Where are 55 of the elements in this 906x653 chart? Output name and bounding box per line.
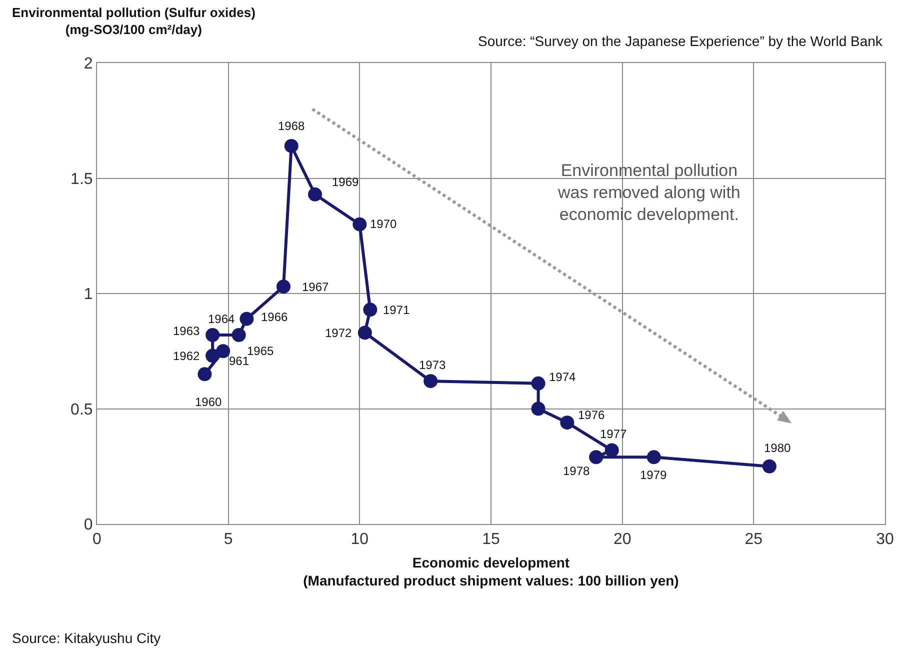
x-tick-label: 15 [482, 531, 500, 548]
annotation: 1965 [247, 344, 274, 358]
source-note: Source: Kitakyushu City [12, 630, 161, 646]
point [216, 344, 230, 358]
annotation: 1978 [563, 464, 590, 478]
point [604, 443, 619, 458]
point [232, 328, 246, 342]
annotation: 1964 [208, 312, 236, 326]
annotation: 1968 [278, 119, 306, 133]
annotation: 1966 [261, 310, 288, 324]
source-note: Source: “Survey on the Japanese Experience” by the World Bank [478, 33, 884, 49]
x-tick-label: 25 [744, 531, 763, 548]
annotation: 1970 [370, 217, 398, 231]
point [363, 302, 378, 317]
point [589, 450, 604, 464]
annotation: 1980 [764, 441, 792, 455]
annotation: 1973 [419, 358, 446, 372]
point [308, 187, 322, 202]
x-tick-label: 20 [613, 531, 632, 548]
annotation: 961 [229, 354, 250, 368]
annotation: 1960 [195, 395, 222, 409]
point [198, 367, 212, 382]
point [206, 348, 220, 363]
y-axis-title: Environmental pollution (Sulfur oxides) (mg-SO3/100 cm²/day) [12, 5, 256, 37]
point [646, 450, 661, 464]
point [560, 416, 574, 430]
x-tick-label: 5 [224, 531, 233, 548]
annotation: 1974 [549, 370, 576, 384]
annotation: 1969 [332, 175, 360, 189]
point [276, 280, 290, 294]
x-tick-label: 10 [350, 531, 369, 548]
x-axis-title: Economic development (Manufactured product shipment values: 100 billion yen) [303, 554, 679, 589]
point [358, 326, 372, 340]
annotation: 1967 [302, 280, 330, 294]
y-tick-label: 0.5 [70, 401, 93, 418]
annotation: 1963 [173, 324, 200, 338]
annotation: 1972 [325, 326, 352, 340]
point [352, 217, 367, 232]
point [762, 459, 776, 474]
annotation: 1977 [600, 427, 628, 441]
point [206, 328, 220, 342]
point [284, 138, 298, 153]
y-tick-label: 1.5 [70, 170, 93, 188]
y-tick-label: 1 [84, 286, 93, 304]
annotation: 1979 [640, 468, 668, 482]
annotation: 1971 [383, 303, 410, 317]
y-tick-label: 0 [84, 516, 93, 534]
annotation: 1962 [173, 349, 200, 363]
point [531, 376, 546, 390]
annotation: 1976 [578, 408, 606, 422]
point [424, 374, 438, 388]
point [531, 402, 546, 416]
x-tick-label: 30 [876, 531, 894, 548]
point [240, 312, 254, 326]
y-tick-label: 2 [84, 56, 93, 73]
